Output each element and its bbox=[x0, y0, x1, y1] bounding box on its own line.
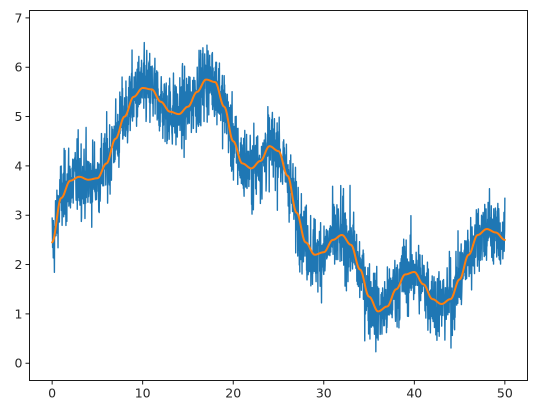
y-tick-label: 3 bbox=[15, 208, 23, 223]
y-tick-label: 5 bbox=[15, 109, 23, 124]
series-line-noisy bbox=[51, 41, 506, 353]
y-tick-label: 7 bbox=[15, 10, 23, 25]
y-tick-label: 0 bbox=[15, 356, 23, 371]
y-tick-label: 4 bbox=[15, 158, 23, 173]
x-tick-label: 20 bbox=[225, 386, 241, 401]
x-tick-label: 10 bbox=[135, 386, 151, 401]
x-tick-label: 40 bbox=[406, 386, 422, 401]
y-tick-label: 6 bbox=[15, 60, 23, 75]
series-line-smooth bbox=[51, 78, 506, 313]
x-tick-label: 50 bbox=[497, 386, 513, 401]
series-layer bbox=[51, 41, 506, 353]
x-tick-label: 0 bbox=[48, 386, 56, 401]
y-tick-label: 1 bbox=[15, 306, 23, 321]
plot-frame bbox=[29, 10, 528, 381]
y-tick-label: 2 bbox=[15, 257, 23, 272]
x-tick-label: 30 bbox=[316, 386, 332, 401]
axis-layer: 0 10 20 30 40 50 0 1 2 3 4 5 6 7 bbox=[15, 10, 513, 400]
